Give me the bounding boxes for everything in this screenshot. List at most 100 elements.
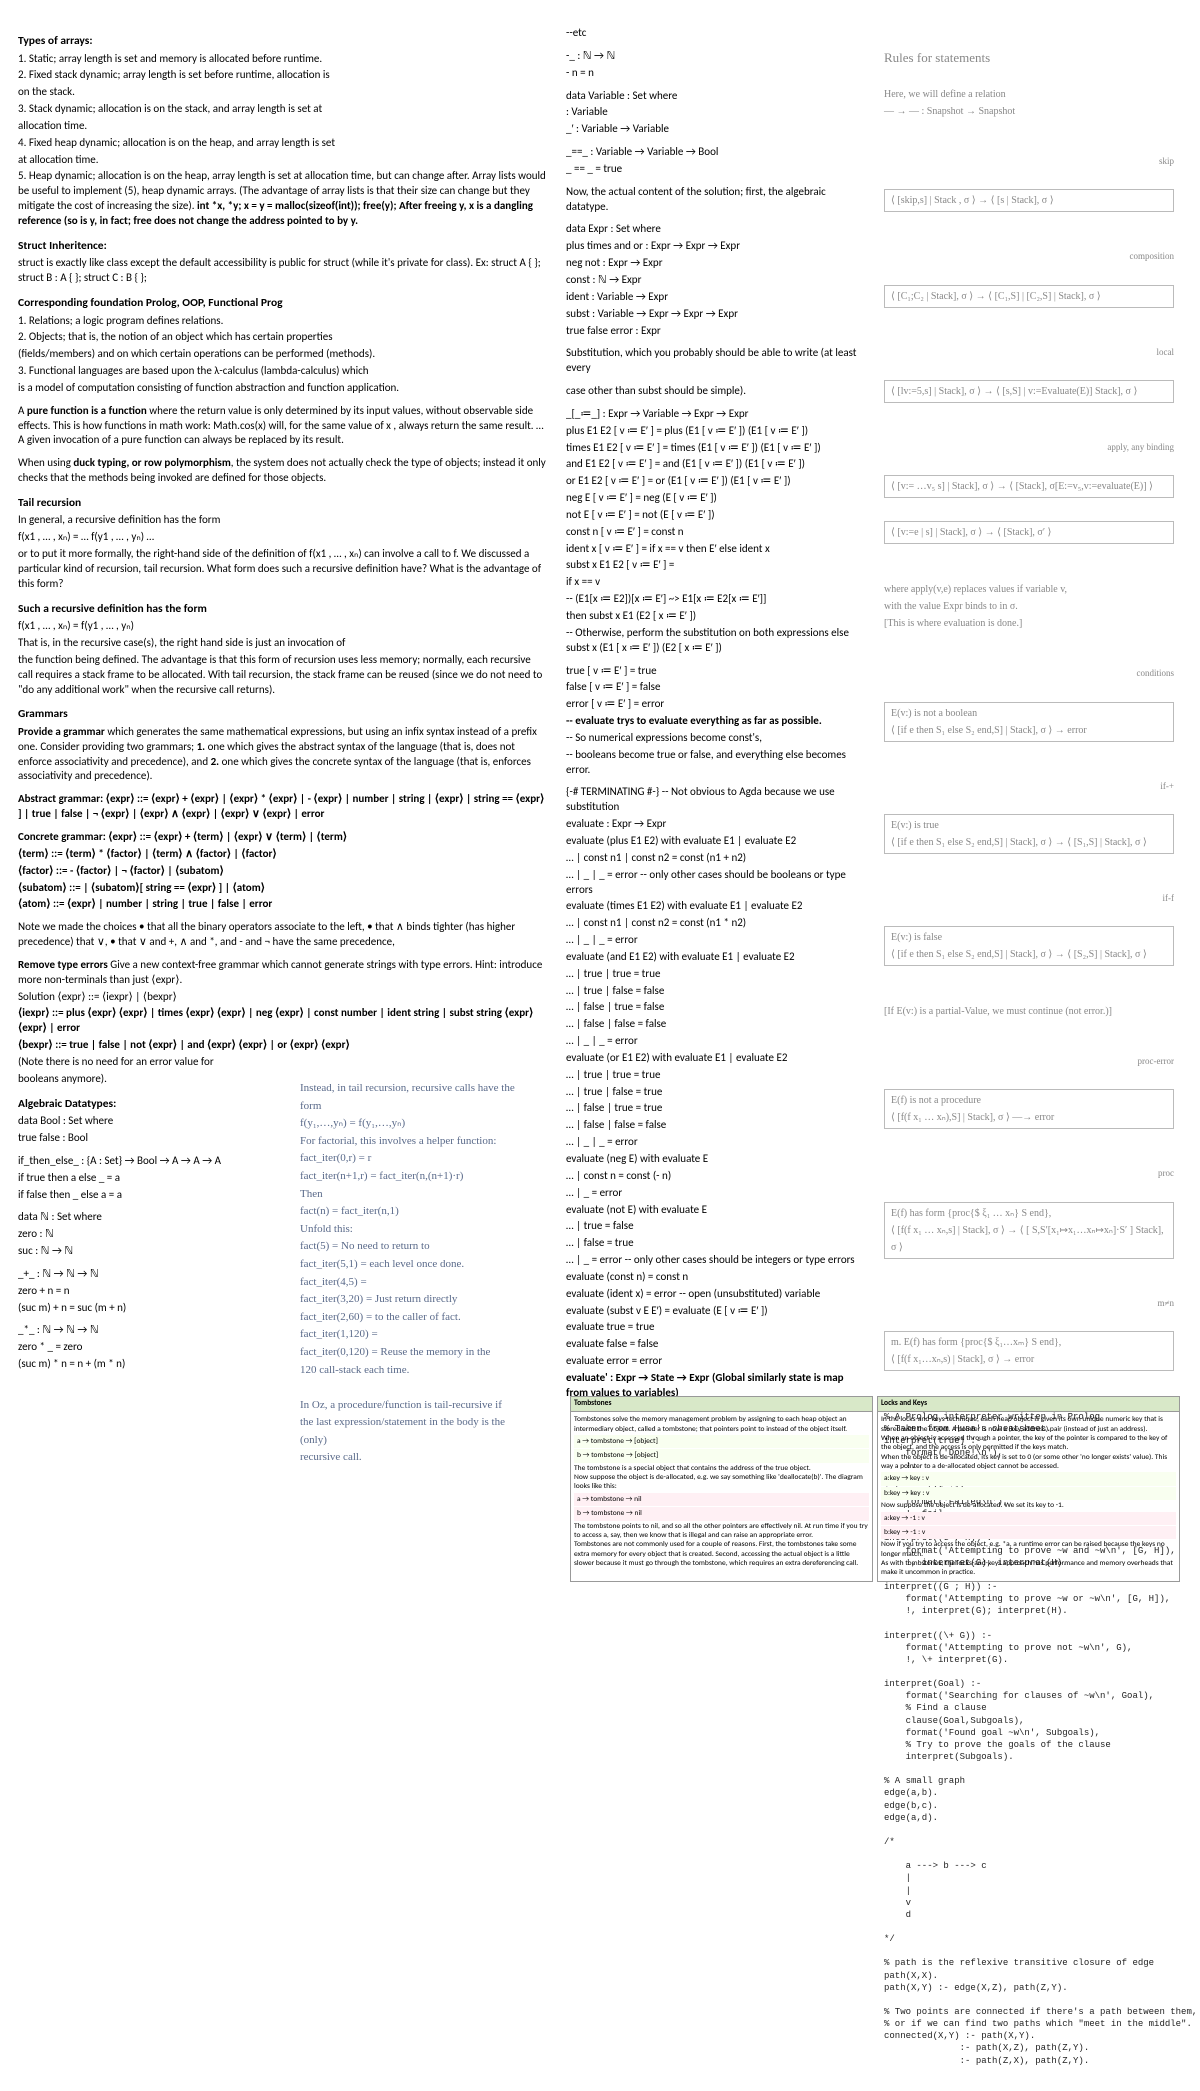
table-header: Tombstones (571, 1397, 872, 1412)
text: … | true | false = true (566, 1085, 866, 1100)
text: … | true = false (566, 1219, 866, 1234)
hw-label: proc-error (884, 1054, 1174, 1069)
text: on the stack. (18, 85, 548, 100)
table-cell: b → tombstone → nil (574, 1507, 869, 1520)
text: -_ : ℕ → ℕ (566, 49, 866, 64)
text: … | const n1 | const n2 = const (n1 + n2… (566, 851, 866, 866)
text: … | _ | _ = error (566, 933, 866, 948)
text: -- booleans become true or false, and ev… (566, 748, 866, 778)
heading-arrays: Types of arrays: (18, 34, 548, 50)
text: is a model of computation consisting of … (18, 381, 548, 396)
text: … | false = true (566, 1236, 866, 1251)
hw-sub: Here, we will define a relation — → — : … (884, 86, 1174, 120)
text: : Variable (566, 105, 866, 120)
text: 3. Stack dynamic; allocation is on the s… (18, 102, 548, 117)
text: and E1 E2 [ v ≔ E′ ] = and (E1 [ v ≔ E′ … (566, 457, 866, 472)
text: 3. Functional languages are based upon t… (18, 364, 548, 379)
text: const : ℕ → Expr (566, 273, 866, 288)
text: true [ v ≔ E′ ] = true (566, 664, 866, 679)
text: … | _ = error (566, 1186, 866, 1201)
heading-foundation: Corresponding foundation Prolog, OOP, Fu… (18, 296, 548, 312)
text: f(x1 , … , xₙ) = … f(y1 , … , yₙ) … (18, 530, 548, 545)
text: -- Otherwise, perform the substitution o… (566, 626, 866, 656)
hw-rule: ⟨ [v:= …v₅ s] | Stack], σ ⟩ → ⟨ [Stack],… (884, 475, 1174, 498)
text: ⟨subatom⟩ ::= | ⟨subatom⟩[ string == ⟨ex… (18, 881, 548, 896)
text: case other than subst should be simple). (566, 384, 866, 399)
text: evaluate (const n) = const n (566, 1270, 866, 1285)
text: Remove type errors Give a new context-fr… (18, 958, 548, 988)
text: true false error : Expr (566, 324, 866, 339)
text: … | _ | _ = error (566, 1034, 866, 1049)
text: Provide a grammar which generates the sa… (18, 725, 548, 784)
hw-rule: E(f) is not a procedure ⟨ [f(f x₁ … xₙ),… (884, 1089, 1174, 1129)
text: evaluate (plus E1 E2) with evaluate E1 |… (566, 834, 866, 849)
hw-rule: ⟨ [lv:=5,s] | Stack], σ ⟩ → ⟨ [s,S] | v:… (884, 380, 1174, 403)
table-text: Tombstones solve the memory management p… (574, 1415, 869, 1434)
text: -- So numerical expressions become const… (566, 731, 866, 746)
text: subst : Variable → Expr → Expr → Expr (566, 307, 866, 322)
text: or E1 E2 [ v ≔ E′ ] = or (E1 [ v ≔ E′ ])… (566, 474, 866, 489)
table-cell: a:key → -1 : v (881, 1512, 1176, 1525)
text: then subst x E1 (E2 [ x ≔ E′ ]) (566, 609, 866, 624)
table-header: Locks and Keys (878, 1397, 1179, 1412)
text: … | true | false = false (566, 984, 866, 999)
table-cell: a → tombstone → [object] (574, 1435, 869, 1448)
heading-struct: Struct Inheritence: (18, 239, 548, 255)
right-column: Rules for statements Here, we will defin… (884, 24, 1174, 2067)
text: data Variable : Set where (566, 89, 866, 104)
text: neg not : Expr → Expr (566, 256, 866, 271)
text: … | true | true = true (566, 1068, 866, 1083)
heading-tail2: Such a recursive definition has the form (18, 602, 548, 618)
hw-note: [If E(v:) is a partial-Value, we must co… (884, 1003, 1174, 1020)
text: … | _ | _ = error (566, 1135, 866, 1150)
text: … | _ = error -- only other cases should… (566, 1253, 866, 1268)
text: _ == _ = true (566, 162, 866, 177)
hw-rule: ⟨ [v:=e | s] | Stack], σ ⟩ → ⟨ [Stack], … (884, 521, 1174, 544)
text: or to put it more formally, the right-ha… (18, 547, 548, 592)
text: allocation time. (18, 119, 548, 134)
middle-column: --etc -_ : ℕ → ℕ - n = n data Variable :… (566, 24, 866, 2067)
text: evaluate (neg E) with evaluate E (566, 1152, 866, 1167)
text: Abstract grammar: ⟨expr⟩ ::= ⟨expr⟩ + ⟨e… (18, 792, 548, 822)
text: ident : Variable → Expr (566, 290, 866, 305)
hw-label: skip (884, 154, 1174, 169)
text: … | true | true = true (566, 967, 866, 982)
text: 1. Relations; a logic program defines re… (18, 314, 548, 329)
text: evaluate (and E1 E2) with evaluate E1 | … (566, 950, 866, 965)
text: 1. Static; array length is set and memor… (18, 52, 548, 67)
text: ⟨iexpr⟩ ::= plus ⟨expr⟩ ⟨expr⟩ | times ⟨… (18, 1006, 548, 1036)
hw-note: where apply(v,e) replaces values if vari… (884, 581, 1174, 632)
text: evaluate (or E1 E2) with evaluate E1 | e… (566, 1051, 866, 1066)
text: 2. Fixed stack dynamic; array length is … (18, 68, 548, 83)
text: In general, a recursive definition has t… (18, 513, 548, 528)
text: evaluate (not E) with evaluate E (566, 1203, 866, 1218)
text: ⟨term⟩ ::= ⟨term⟩ * ⟨factor⟩ | ⟨term⟩ ∧ … (18, 847, 548, 862)
text: f(x1 , … , xₙ) = f(y1 , … , yₙ) (18, 619, 548, 634)
left-column: Types of arrays: 1. Static; array length… (18, 24, 548, 2067)
text: That is, in the recursive case(s), the r… (18, 636, 548, 651)
text: evaluate true = true (566, 1320, 866, 1335)
text: Now, the actual content of the solution;… (566, 185, 866, 215)
hw-label: conditions (884, 666, 1174, 681)
table-text: In the locks-and-keys technique, each he… (881, 1415, 1176, 1471)
text: 4. Fixed heap dynamic; allocation is on … (18, 136, 548, 151)
text: {-# TERMINATING #-} -- Not obvious to Ag… (566, 785, 866, 815)
hw-rule: E(f) has form {proc{$ ξ₁ … xₙ} S end}, ⟨… (884, 1202, 1174, 1259)
hw-label: composition (884, 249, 1174, 264)
table-text: The tombstone points to nil, and so all … (574, 1522, 869, 1569)
text: if x == v (566, 575, 866, 590)
table-text: Now suppose the object is de-allocated. … (881, 1501, 1176, 1510)
text: 2. Objects; that is, the notion of an ob… (18, 330, 548, 345)
hw-label: local (884, 345, 1174, 360)
hw-label: proc (884, 1166, 1174, 1181)
handwritten-rules: Rules for statements Here, we will defin… (884, 24, 1174, 1391)
hw-rule: E(v:) is false ⟨ [if e then S₁ else S₂ e… (884, 926, 1174, 966)
text: false [ v ≔ E′ ] = false (566, 680, 866, 695)
text: at allocation time. (18, 153, 548, 168)
text: plus times and or : Expr → Expr → Expr (566, 239, 866, 254)
table-cell: a:key → key : v (881, 1472, 1176, 1485)
table-text: Now if you try to access the object, e.g… (881, 1540, 1176, 1578)
text: -- (E1[x ≔ E2])[x ≔ E′] ~> E1[x ≔ E2[x ≔… (566, 592, 866, 607)
handwritten-tail-recursion: Instead, in tail recursion, recursive ca… (300, 1080, 520, 1467)
text: -- evaluate trys to evaluate everything … (566, 714, 866, 729)
